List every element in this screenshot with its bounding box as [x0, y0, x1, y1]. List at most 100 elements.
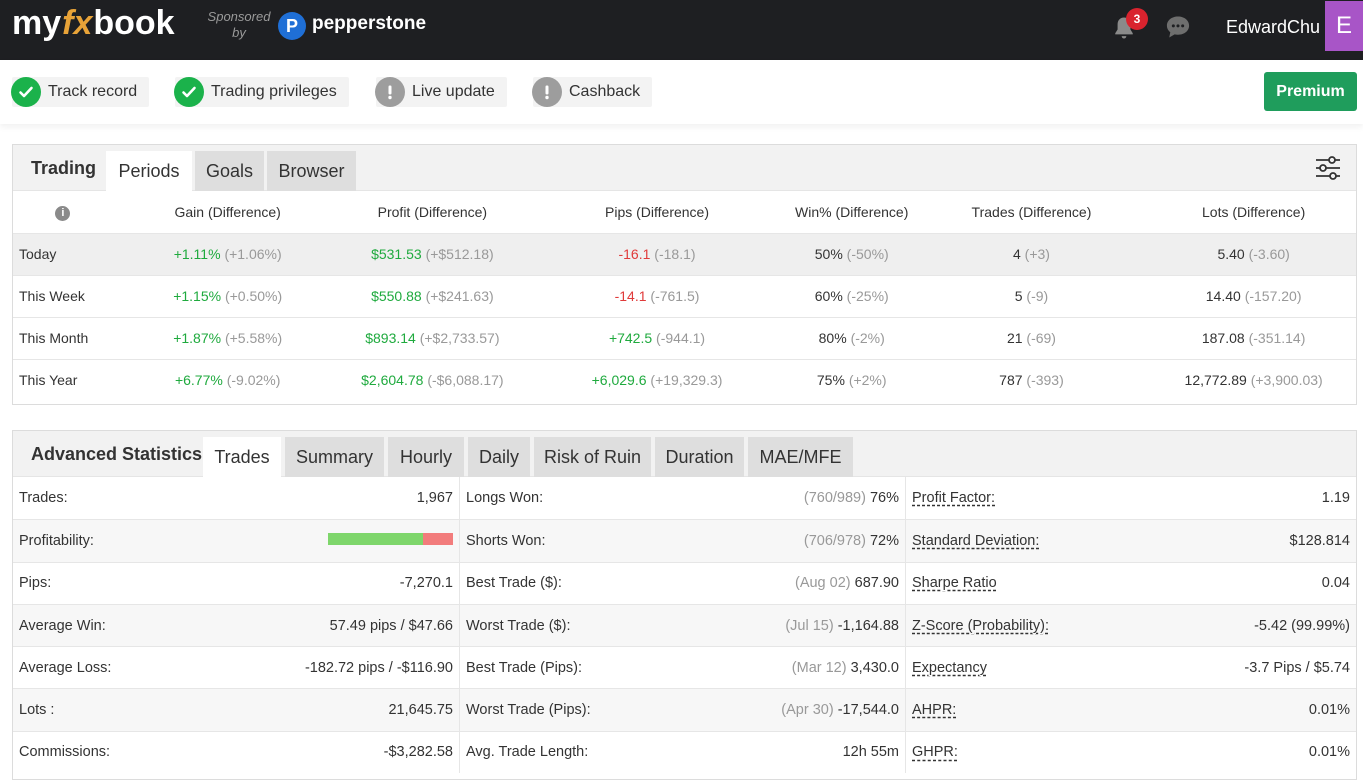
- gain-difference: (-9.02%): [226, 372, 281, 389]
- profit-value: $2,604.78: [361, 372, 424, 389]
- win-difference: (-2%): [850, 330, 885, 346]
- stat-row: Best Trade (Pips): (Mar 12) 3,430.0: [460, 646, 905, 688]
- trading-panel: Trading Periods Goals Browser i Gain (Di…: [12, 144, 1357, 405]
- lots-difference: (+3,900.03): [1250, 372, 1323, 389]
- lots-value: 187.08: [1201, 330, 1245, 346]
- pips-value: +6,029.6: [591, 372, 647, 389]
- stat-row: Worst Trade ($): (Jul 15) -1,164.88: [460, 603, 905, 647]
- pips-cell: +742.5 (-944.1): [522, 316, 792, 359]
- column-header[interactable]: Trades (Difference): [971, 203, 1092, 220]
- period-label: This Month: [13, 316, 113, 359]
- stat-value-wrap: -3.7 Pips / $5.74: [1244, 660, 1350, 676]
- trading-panel-title: Trading: [31, 158, 97, 178]
- stat-label[interactable]: AHPR:: [912, 702, 957, 719]
- pips-cell: -14.1 (-761.5): [522, 274, 792, 317]
- user-avatar[interactable]: E: [1325, 1, 1363, 51]
- column-header[interactable]: Gain (Difference): [174, 203, 281, 220]
- tab-risk-of-ruin[interactable]: Risk of Ruin: [534, 437, 651, 477]
- tab-hourly[interactable]: Hourly: [388, 437, 464, 477]
- tab-duration[interactable]: Duration: [655, 437, 744, 477]
- pips-value: -16.1: [618, 246, 651, 262]
- stats-column-2: Longs Won: (760/989) 76% Shorts Won: (706/9…: [460, 477, 906, 774]
- stat-value: 12h 55m: [842, 744, 899, 761]
- stat-note: (706/978): [803, 532, 866, 549]
- stat-label[interactable]: GHPR:: [912, 744, 958, 761]
- tab-daily[interactable]: Daily: [468, 437, 530, 477]
- status-chip-label: Live update: [412, 83, 495, 100]
- stat-label[interactable]: Sharpe Ratio: [912, 575, 997, 592]
- stat-label: Profitability:: [19, 532, 94, 549]
- column-header[interactable]: Win% (Difference): [795, 203, 909, 220]
- profit-difference: (+$2,733.57): [419, 330, 500, 346]
- chat-icon[interactable]: [1164, 14, 1192, 40]
- column-header[interactable]: Pips (Difference): [605, 203, 710, 220]
- stat-value: 1,967: [416, 490, 453, 507]
- stat-value-wrap: 0.01%: [1309, 744, 1350, 760]
- pepperstone-logo-icon[interactable]: P: [278, 12, 306, 40]
- premium-button[interactable]: Premium: [1264, 72, 1357, 111]
- column-header[interactable]: Profit (Difference): [377, 203, 488, 220]
- tab-summary[interactable]: Summary: [285, 437, 384, 477]
- lots-difference: (-157.20): [1244, 288, 1302, 304]
- status-chip-trading-privileges[interactable]: Trading privileges: [174, 77, 349, 107]
- profit-cell: $2,604.78 (-$6,088.17): [342, 358, 523, 401]
- stat-label: Best Trade ($):: [466, 575, 562, 592]
- table-row: This Year +6.77% (-9.02%) $2,604.78 (-$6,0…: [13, 358, 1356, 401]
- stat-value-wrap: $128.814: [1290, 533, 1350, 549]
- status-chip-track-record[interactable]: Track record: [11, 77, 150, 107]
- stat-value-wrap: -182.72 pips / -$116.90: [305, 660, 453, 676]
- gain-value: +6.77%: [174, 372, 223, 389]
- profit-value: $531.53: [371, 246, 422, 262]
- stat-label: Average Win:: [19, 617, 106, 634]
- username-label[interactable]: EdwardChu: [1226, 17, 1321, 37]
- stat-row: Trades: 1,967: [13, 477, 459, 519]
- stat-label: Pips:: [19, 575, 52, 592]
- trades-difference: (+3): [1024, 246, 1050, 262]
- filter-settings-icon[interactable]: [1314, 155, 1342, 181]
- trades-cell: 4 (+3): [911, 232, 1152, 275]
- stat-row: Best Trade ($): (Aug 02) 687.90: [460, 561, 905, 604]
- stat-value-wrap: -$3,282.58: [384, 744, 453, 760]
- trades-value: 5: [1014, 288, 1023, 304]
- pips-difference: (-18.1): [654, 246, 696, 262]
- stat-row: Avg. Trade Length: 12h 55m: [460, 730, 905, 773]
- status-chip-cashback[interactable]: Cashback: [532, 77, 653, 107]
- stat-value: -$3,282.58: [383, 744, 453, 761]
- stat-value: 0.01%: [1308, 702, 1350, 719]
- tab-mae-mfe[interactable]: MAE/MFE: [748, 437, 853, 477]
- table-row: Today +1.11% (+1.06%) $531.53 (+$512.18) -1…: [13, 232, 1356, 275]
- stat-row: Z-Score (Probability): -5.42 (99.99%): [906, 603, 1356, 647]
- stat-label: Best Trade (Pips):: [466, 659, 583, 676]
- stat-row: Worst Trade (Pips): (Apr 30) -17,544.0: [460, 688, 905, 731]
- tab-trades[interactable]: Trades: [203, 437, 281, 477]
- gain-difference: (+0.50%): [224, 288, 283, 304]
- stat-label[interactable]: Standard Deviation:: [912, 532, 1040, 549]
- trades-cell: 21 (-69): [911, 316, 1152, 359]
- stat-value: -7,270.1: [399, 575, 453, 592]
- lots-difference: (-351.14): [1248, 330, 1306, 346]
- info-icon[interactable]: i: [55, 205, 71, 221]
- advanced-statistics-panel: Advanced Statistics Trades Summary Hourl…: [12, 430, 1357, 780]
- stat-label[interactable]: Z-Score (Probability):: [912, 617, 1049, 634]
- stat-label: Avg. Trade Length:: [466, 744, 589, 761]
- stat-value-wrap: 1.19: [1322, 490, 1350, 506]
- stat-label[interactable]: Profit Factor:: [912, 490, 995, 507]
- column-header[interactable]: Lots (Difference): [1202, 203, 1306, 220]
- tab-goals[interactable]: Goals: [195, 151, 264, 191]
- stat-row: GHPR: 0.01%: [906, 730, 1356, 773]
- gain-value: +1.87%: [173, 330, 222, 346]
- profit-cell: $893.14 (+$2,733.57): [342, 316, 523, 359]
- trades-difference: (-69): [1026, 330, 1056, 346]
- tab-browser[interactable]: Browser: [267, 151, 356, 191]
- profit-difference: (+$512.18): [425, 246, 494, 262]
- tab-periods[interactable]: Periods: [106, 151, 192, 191]
- myfxbook-logo[interactable]: my fx book: [12, 4, 175, 54]
- gain-value: +1.15%: [173, 288, 222, 304]
- sponsor-name[interactable]: pepperstone: [312, 13, 427, 34]
- lots-value: 12,772.89: [1184, 372, 1247, 389]
- sponsored-text: Sponsored: [207, 9, 271, 24]
- status-chip-live-update[interactable]: Live update: [375, 77, 507, 107]
- gain-cell: +1.87% (+5.58%): [112, 316, 343, 359]
- advanced-stats-grid: Trades: 1,967 Profitability: Pips: -7,270.1 A…: [13, 477, 1356, 774]
- stat-label[interactable]: Expectancy: [912, 659, 987, 676]
